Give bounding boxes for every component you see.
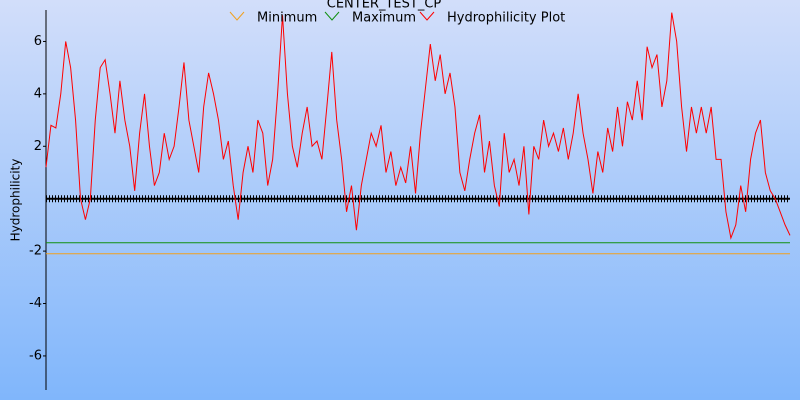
y-tick-label: -6 [29, 348, 42, 363]
series-line [45, 12, 791, 240]
legend-icon [419, 11, 435, 21]
legend-icon [324, 11, 340, 21]
y-tick-label: 2 [34, 139, 42, 154]
y-tick-label: -2 [29, 244, 42, 259]
legend-label: Minimum [257, 11, 317, 26]
y-axis-label: Hydrophilicity [9, 159, 23, 242]
chart-title: CENTER_TEST_CP [327, 0, 442, 12]
legend-label: Maximum [352, 11, 416, 26]
y-tick-label: -4 [29, 296, 42, 311]
legend-icon [229, 11, 245, 21]
y-tick-label: 6 [34, 34, 42, 49]
y-tick-label: 4 [34, 86, 42, 101]
legend-label: Hydrophilicity Plot [447, 11, 565, 26]
